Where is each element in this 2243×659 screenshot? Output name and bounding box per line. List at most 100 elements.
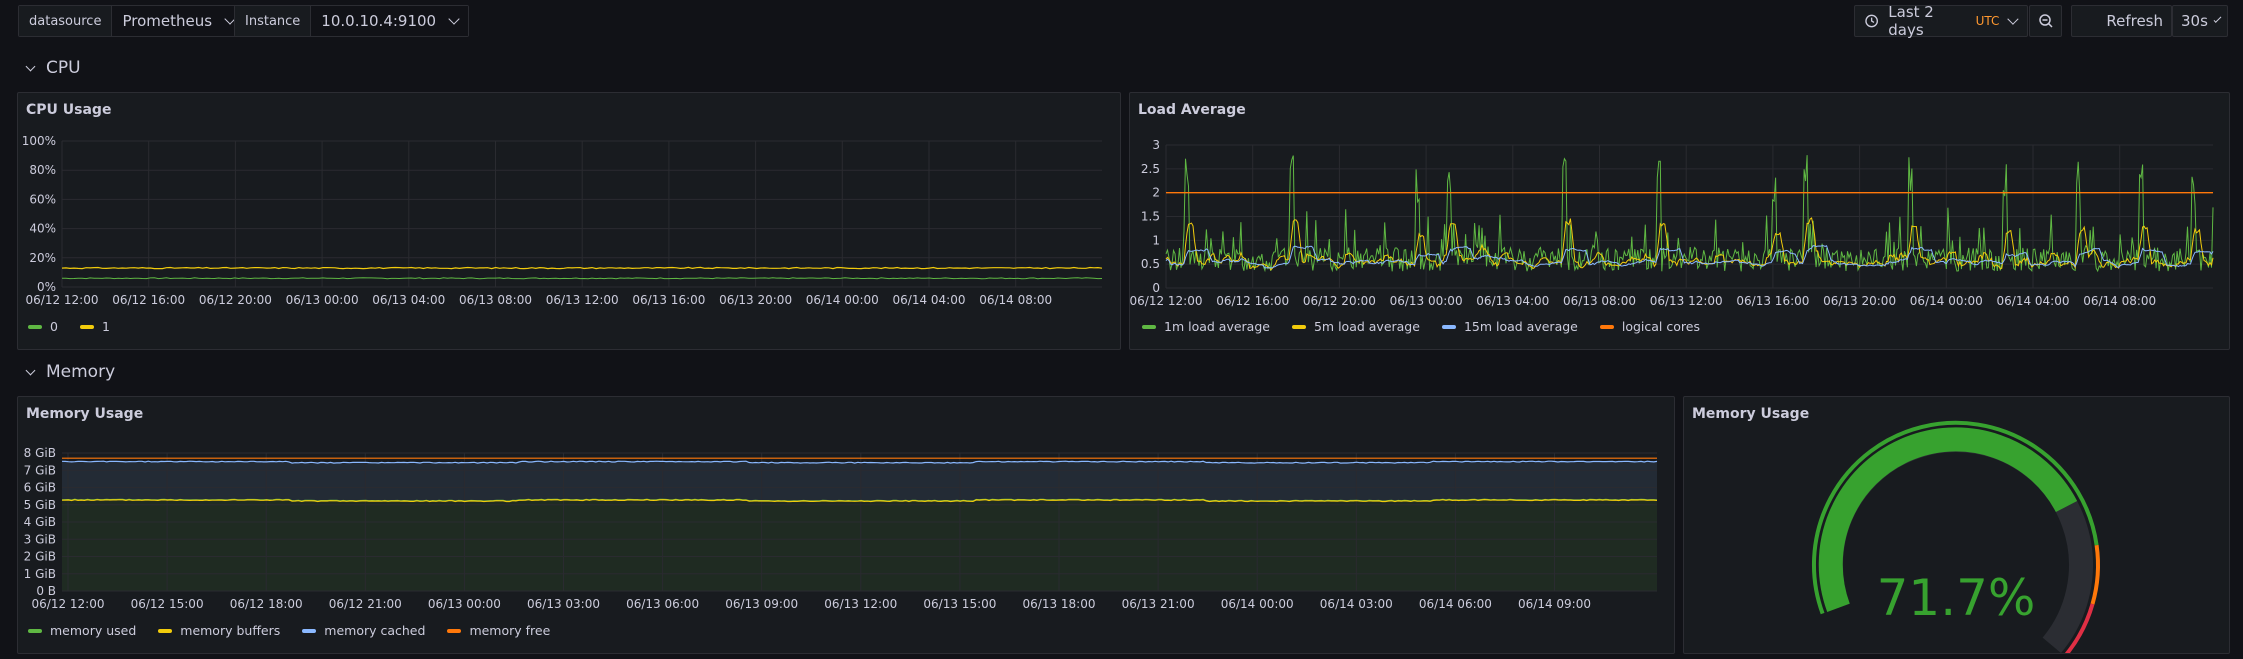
datasource-select[interactable]: Prometheus	[112, 6, 245, 36]
legend-swatch	[447, 628, 462, 633]
x-tick-label: 06/14 00:00	[1221, 597, 1294, 611]
chevron-down-icon	[2007, 13, 2019, 25]
panel-title: Memory Usage	[1692, 406, 1810, 422]
legend-item[interactable]: 1m load average	[1142, 319, 1270, 334]
x-tick-label: 06/13 18:00	[1023, 597, 1096, 611]
x-tick-label: 06/13 04:00	[1476, 294, 1549, 308]
row-memory[interactable]: Memory	[25, 362, 115, 382]
x-tick-label: 06/14 04:00	[1997, 294, 2070, 308]
x-tick-label: 06/14 06:00	[1419, 597, 1492, 611]
x-tick-label: 06/13 12:00	[546, 293, 619, 307]
x-tick-label: 06/12 16:00	[112, 293, 185, 307]
legend-label: logical cores	[1621, 319, 1700, 334]
series-line-memory-buffers	[61, 498, 1658, 503]
legend-swatch	[158, 628, 173, 633]
load-average-chart: 3 2.5 2 1.5 1 0.5 006/12 12:00 06/12 16:00 06/12…	[1130, 138, 2214, 308]
chevron-down-icon	[2213, 15, 2222, 23]
x-tick-label: 06/12 16:00	[1216, 294, 1289, 308]
refresh-interval-select[interactable]: 30s	[2172, 5, 2228, 37]
x-tick-label: 06/14 09:00	[1518, 597, 1591, 611]
row-title: CPU	[46, 58, 81, 78]
chevron-down-icon	[25, 61, 36, 71]
zoom-out-button[interactable]	[2029, 5, 2062, 37]
panel-cpu-usage: CPU Usage 100% 80% 60% 40% 20% 0% 06/12 12:00 0…	[17, 92, 1121, 350]
panel-load-average: Load Average 3 2.5 2 1.5 1 0.5 0 06/12 12:00 06/…	[1129, 92, 2230, 350]
legend-item[interactable]: memory free	[447, 623, 550, 638]
legend-label: 0	[50, 319, 58, 334]
legend-item[interactable]: 0	[28, 319, 58, 334]
legend-item[interactable]: memory used	[28, 623, 136, 638]
datasource-value: Prometheus	[122, 12, 213, 30]
y-tick-label: 4 GiB	[24, 515, 56, 529]
y-tick-label: 1	[1152, 233, 1160, 247]
legend-label: 1	[101, 319, 110, 334]
legend: 0 1	[28, 319, 110, 334]
x-tick-label: 06/13 12:00	[824, 597, 897, 611]
legend-swatch	[1291, 324, 1306, 329]
x-tick-label: 06/13 00:00	[286, 293, 359, 307]
series-line-1m	[1165, 155, 2214, 273]
zoom-out-icon	[2038, 14, 2053, 28]
y-tick-label: 0.5	[1141, 257, 1160, 271]
instance-value: 10.0.10.4:9100	[321, 12, 437, 30]
x-tick-label: 06/12 12:00	[32, 597, 105, 611]
series-area-memory-cached	[62, 461, 1657, 501]
x-tick-label: 06/13 08:00	[459, 293, 532, 307]
y-tick-label: 1 GiB	[24, 567, 56, 581]
y-tick-label: 100%	[22, 134, 56, 148]
refresh-button[interactable]: Refresh	[2071, 5, 2172, 37]
series-line-memory-cached	[61, 460, 1658, 464]
time-picker-button[interactable]: Last 2 days UTC	[1854, 3, 2028, 39]
x-tick-label: 06/13 04:00	[372, 293, 445, 307]
y-tick-label: 7 GiB	[24, 463, 56, 477]
legend-swatch	[1599, 324, 1614, 329]
instance-label: Instance	[235, 6, 312, 36]
x-tick-label: 06/12 21:00	[329, 597, 402, 611]
memory-usage-chart: 8 GiB 7 GiB 6 GiB 5 GiB 4 GiB 3 GiB 2 GiB 1 GiB…	[24, 446, 1658, 611]
legend: 1m load average 5m load average 15m load…	[1142, 319, 1700, 334]
legend-item[interactable]: 5m load average	[1291, 319, 1420, 334]
y-tick-label: 80%	[29, 163, 56, 177]
x-tick-label: 06/14 00:00	[806, 293, 879, 307]
x-tick-label: 06/14 00:00	[1910, 294, 1983, 308]
x-tick-label: 06/14 08:00	[979, 293, 1052, 307]
legend-label: memory cached	[324, 623, 426, 638]
legend-item[interactable]: memory cached	[302, 623, 425, 638]
legend-item[interactable]: memory buffers	[158, 623, 280, 638]
legend-label: memory used	[50, 623, 137, 638]
instance-select[interactable]: 10.0.10.4:9100	[311, 6, 469, 36]
x-tick-label: 06/13 16:00	[632, 293, 705, 307]
legend-item[interactable]: logical cores	[1599, 319, 1700, 334]
y-tick-label: 8 GiB	[24, 446, 56, 460]
y-tick-label: 60%	[29, 192, 56, 206]
legend-item[interactable]: 1	[79, 319, 110, 334]
legend-item[interactable]: 15m load average	[1441, 319, 1578, 334]
instance-variable: Instance 10.0.10.4:9100	[234, 5, 470, 37]
legend-label: memory free	[469, 623, 551, 638]
datasource-variable: datasource Prometheus	[18, 5, 246, 37]
x-tick-label: 06/14 03:00	[1320, 597, 1393, 611]
refresh-label: Refresh	[2106, 12, 2163, 30]
row-cpu[interactable]: CPU	[25, 58, 81, 78]
series-line-1	[61, 266, 1103, 270]
x-tick-label: 06/12 12:00	[1130, 294, 1202, 308]
legend: memory used memory buffers memory cached…	[28, 623, 550, 638]
y-tick-label: 2	[1152, 186, 1160, 200]
x-tick-label: 06/13 15:00	[923, 597, 996, 611]
x-tick-label: 06/13 00:00	[1390, 294, 1463, 308]
chevron-down-icon	[448, 13, 460, 25]
series-area-memory-used	[62, 499, 1657, 591]
x-tick-label: 06/12 20:00	[199, 293, 272, 307]
x-tick-label: 06/13 21:00	[1122, 597, 1195, 611]
legend-label: 15m load average	[1463, 319, 1578, 334]
y-tick-label: 0 B	[36, 584, 56, 598]
panel-title: Load Average	[1138, 102, 1246, 118]
x-tick-label: 06/12 12:00	[26, 293, 99, 307]
x-tick-label: 06/13 12:00	[1650, 294, 1723, 308]
panel-memory-gauge: Memory Usage 71.7%	[1683, 396, 2230, 654]
x-tick-label: 06/12 18:00	[230, 597, 303, 611]
y-tick-label: 0%	[37, 280, 56, 294]
y-tick-label: 2 GiB	[24, 550, 56, 564]
clock-icon	[1865, 14, 1878, 28]
time-range-label: Last 2 days	[1888, 3, 1934, 39]
